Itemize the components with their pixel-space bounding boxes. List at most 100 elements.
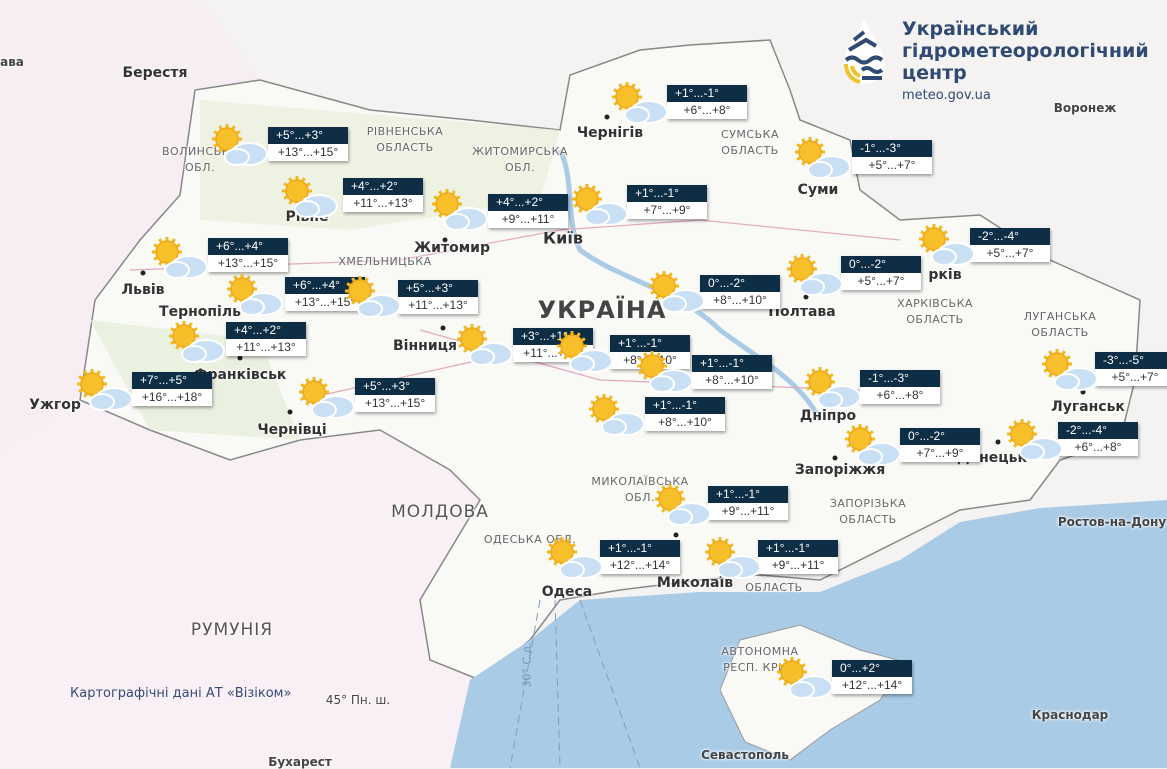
city-marker xyxy=(673,532,679,538)
night-temperature: +5°...+3° xyxy=(268,127,348,144)
city-marker xyxy=(832,455,838,461)
country-label: МОЛДОВА xyxy=(391,502,489,522)
logo-drop-icon xyxy=(843,20,884,84)
day-temperature: +16°...+18° xyxy=(132,389,212,406)
sun-behind-cloud-icon xyxy=(72,366,134,414)
sun-behind-cloud-icon xyxy=(840,421,902,469)
city-marker xyxy=(1080,389,1086,395)
night-temperature: +4°...+2° xyxy=(488,194,568,211)
sun-behind-cloud-icon xyxy=(607,79,669,127)
night-temperature: +1°...-1° xyxy=(645,397,725,414)
city-label: Одеса xyxy=(541,584,593,600)
forecast-box[interactable]: +5°...+3° +13°...+15° xyxy=(355,378,435,412)
sun-behind-cloud-icon xyxy=(772,654,834,702)
forecast-box[interactable]: -1°...-3° +5°...+7° xyxy=(852,140,932,174)
forecast-box[interactable]: +1°...-1°+8°...+10° xyxy=(645,397,725,431)
forecast-box[interactable]: -2°...-4° +5°...+7° xyxy=(970,228,1050,262)
region-label: МИКОЛАЇВСЬКА ОБЛ. xyxy=(591,475,689,504)
city-label: Краснодар xyxy=(1031,708,1109,722)
sun-behind-cloud-icon xyxy=(207,121,269,169)
day-temperature: +5°...+7° xyxy=(852,157,932,174)
city-marker xyxy=(604,114,610,120)
forecast-box[interactable]: -1°...-3° +6°...+8° xyxy=(860,370,940,404)
sun-behind-cloud-icon xyxy=(277,173,339,221)
city-label: Франківськ xyxy=(193,367,287,383)
day-temperature: +8°...+10° xyxy=(692,372,772,389)
sun-behind-cloud-icon xyxy=(452,321,514,369)
forecast-box[interactable]: +5°...+3° +11°...+13° xyxy=(398,280,478,314)
forecast-box[interactable]: 0°...+2° +12°...+14° xyxy=(832,660,912,694)
forecast-box[interactable]: +1°...-1° +7°...+9° xyxy=(627,185,707,219)
forecast-box[interactable]: +1°...-1° +9°...+11° xyxy=(708,486,788,520)
forecast-box[interactable]: +1°...-1° +12°...+14° xyxy=(600,540,680,574)
forecast-box[interactable]: +1°...-1° +9°...+11° xyxy=(758,540,838,574)
region-label: ХАРКІВСЬКА ОБЛАСТЬ xyxy=(897,297,973,326)
day-temperature: +9°...+11° xyxy=(758,557,838,574)
night-temperature: +1°...-1° xyxy=(627,185,707,202)
main-country-label: УКРАЇНА xyxy=(537,296,667,324)
city-label: Львів xyxy=(121,282,165,298)
sun-behind-cloud-icon xyxy=(914,221,976,269)
org-name-line: центр xyxy=(902,62,967,84)
city-marker xyxy=(442,237,448,243)
forecast-box[interactable]: +4°...+2° +9°...+11° xyxy=(488,194,568,228)
city-marker xyxy=(287,409,293,415)
forecast-box[interactable]: +1°...-1° +6°...+8° xyxy=(667,85,747,119)
forecast-box[interactable]: +7°...+5° +16°...+18° xyxy=(132,372,212,406)
day-temperature: +13°...+15° xyxy=(285,294,365,311)
forecast-box[interactable]: -3°...-5° +5°...+7° xyxy=(1095,352,1167,386)
sun-behind-cloud-icon xyxy=(294,374,356,422)
city-label: Ростов-на-Дону xyxy=(1057,515,1167,529)
latitude-label: 45° Пн. ш. xyxy=(325,693,391,707)
city-marker xyxy=(803,294,809,300)
night-temperature: 0°...-2° xyxy=(841,256,921,273)
site-url[interactable]: meteo.gov.ua xyxy=(902,88,991,103)
night-temperature: +1°...-1° xyxy=(708,486,788,503)
city-label: Полтава xyxy=(768,304,836,320)
map-attribution: Картографічні дані АТ «Візіком» xyxy=(70,686,292,701)
ukrhydromet-logo[interactable]: Український гідрометеорологічний центр m… xyxy=(840,18,1149,103)
city-marker xyxy=(440,325,446,331)
night-temperature: +1°...-1° xyxy=(667,85,747,102)
org-name-line: гідрометеорологічний xyxy=(902,40,1149,62)
country-label: РУМУНІЯ xyxy=(190,620,274,640)
day-temperature: +5°...+7° xyxy=(841,273,921,290)
city-label: ркiв xyxy=(928,267,962,283)
forecast-box[interactable]: 0°...-2° +7°...+9° xyxy=(900,428,980,462)
city-label: Миколаїв xyxy=(656,575,734,591)
day-temperature: +13°...+15° xyxy=(355,395,435,412)
region-label: РІВНЕНСЬКА ОБЛАСТЬ xyxy=(366,125,444,154)
forecast-box[interactable]: -2°...-4° +6°...+8° xyxy=(1058,422,1138,456)
sun-behind-cloud-icon xyxy=(790,134,852,182)
region-label: ЛУГАНСЬКА ОБЛАСТЬ xyxy=(1023,310,1097,339)
forecast-box[interactable]: +1°...-1°+8°...+10° xyxy=(692,355,772,389)
region-label: ОДЕСЬКА ОБЛ. xyxy=(483,533,577,546)
day-temperature: +9°...+11° xyxy=(488,211,568,228)
city-label: Ужгор xyxy=(29,397,81,413)
night-temperature: 0°...-2° xyxy=(700,275,780,292)
forecast-box[interactable]: +4°...+2° +11°...+13° xyxy=(226,322,306,356)
day-temperature: +6°...+8° xyxy=(667,102,747,119)
city-label: Дніпро xyxy=(799,408,857,424)
sun-behind-cloud-icon xyxy=(222,271,284,319)
city-marker xyxy=(237,355,243,361)
forecast-box[interactable]: +4°...+2° +11°...+13° xyxy=(343,178,423,212)
city-marker xyxy=(995,439,1001,445)
forecast-box[interactable]: +6°...+4° +13°...+15° xyxy=(208,238,288,272)
city-label: Київ xyxy=(543,228,583,248)
sun-behind-cloud-icon xyxy=(1002,416,1064,464)
night-temperature: +5°...+3° xyxy=(355,378,435,395)
day-temperature: +8°...+10° xyxy=(700,292,780,309)
forecast-box[interactable]: 0°...-2° +5°...+7° xyxy=(841,256,921,290)
day-temperature: +11°...+13° xyxy=(226,339,306,356)
sun-behind-cloud-icon xyxy=(427,186,489,234)
day-temperature: +13°...+15° xyxy=(268,144,348,161)
night-temperature: -2°...-4° xyxy=(970,228,1050,245)
day-temperature: +5°...+7° xyxy=(970,245,1050,262)
region-label: ЗАПОРІЗЬКА ОБЛАСТЬ xyxy=(829,497,907,526)
night-temperature: 0°...+2° xyxy=(832,660,912,677)
night-temperature: +4°...+2° xyxy=(226,322,306,339)
forecast-box[interactable]: 0°...-2° +8°...+10° xyxy=(700,275,780,309)
sun-behind-cloud-icon xyxy=(782,251,844,299)
forecast-box[interactable]: +5°...+3° +13°...+15° xyxy=(268,127,348,161)
